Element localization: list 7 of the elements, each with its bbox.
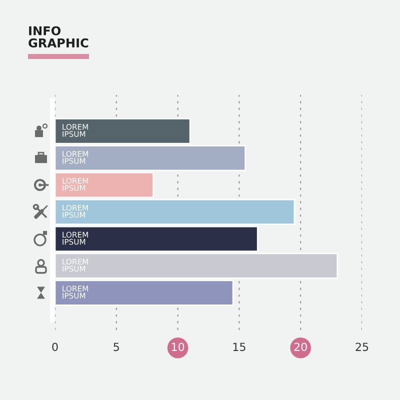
x-tick-label: 5 xyxy=(114,342,119,352)
x-tick-label: 20 xyxy=(294,342,307,352)
x-tick-label: 25 xyxy=(356,342,368,352)
x-tick-label: 10 xyxy=(172,342,184,352)
chart-title: INFO GRAPHIC xyxy=(28,26,88,48)
x-tick-label: 0 xyxy=(52,342,58,352)
x-tick-label: 15 xyxy=(233,342,246,352)
